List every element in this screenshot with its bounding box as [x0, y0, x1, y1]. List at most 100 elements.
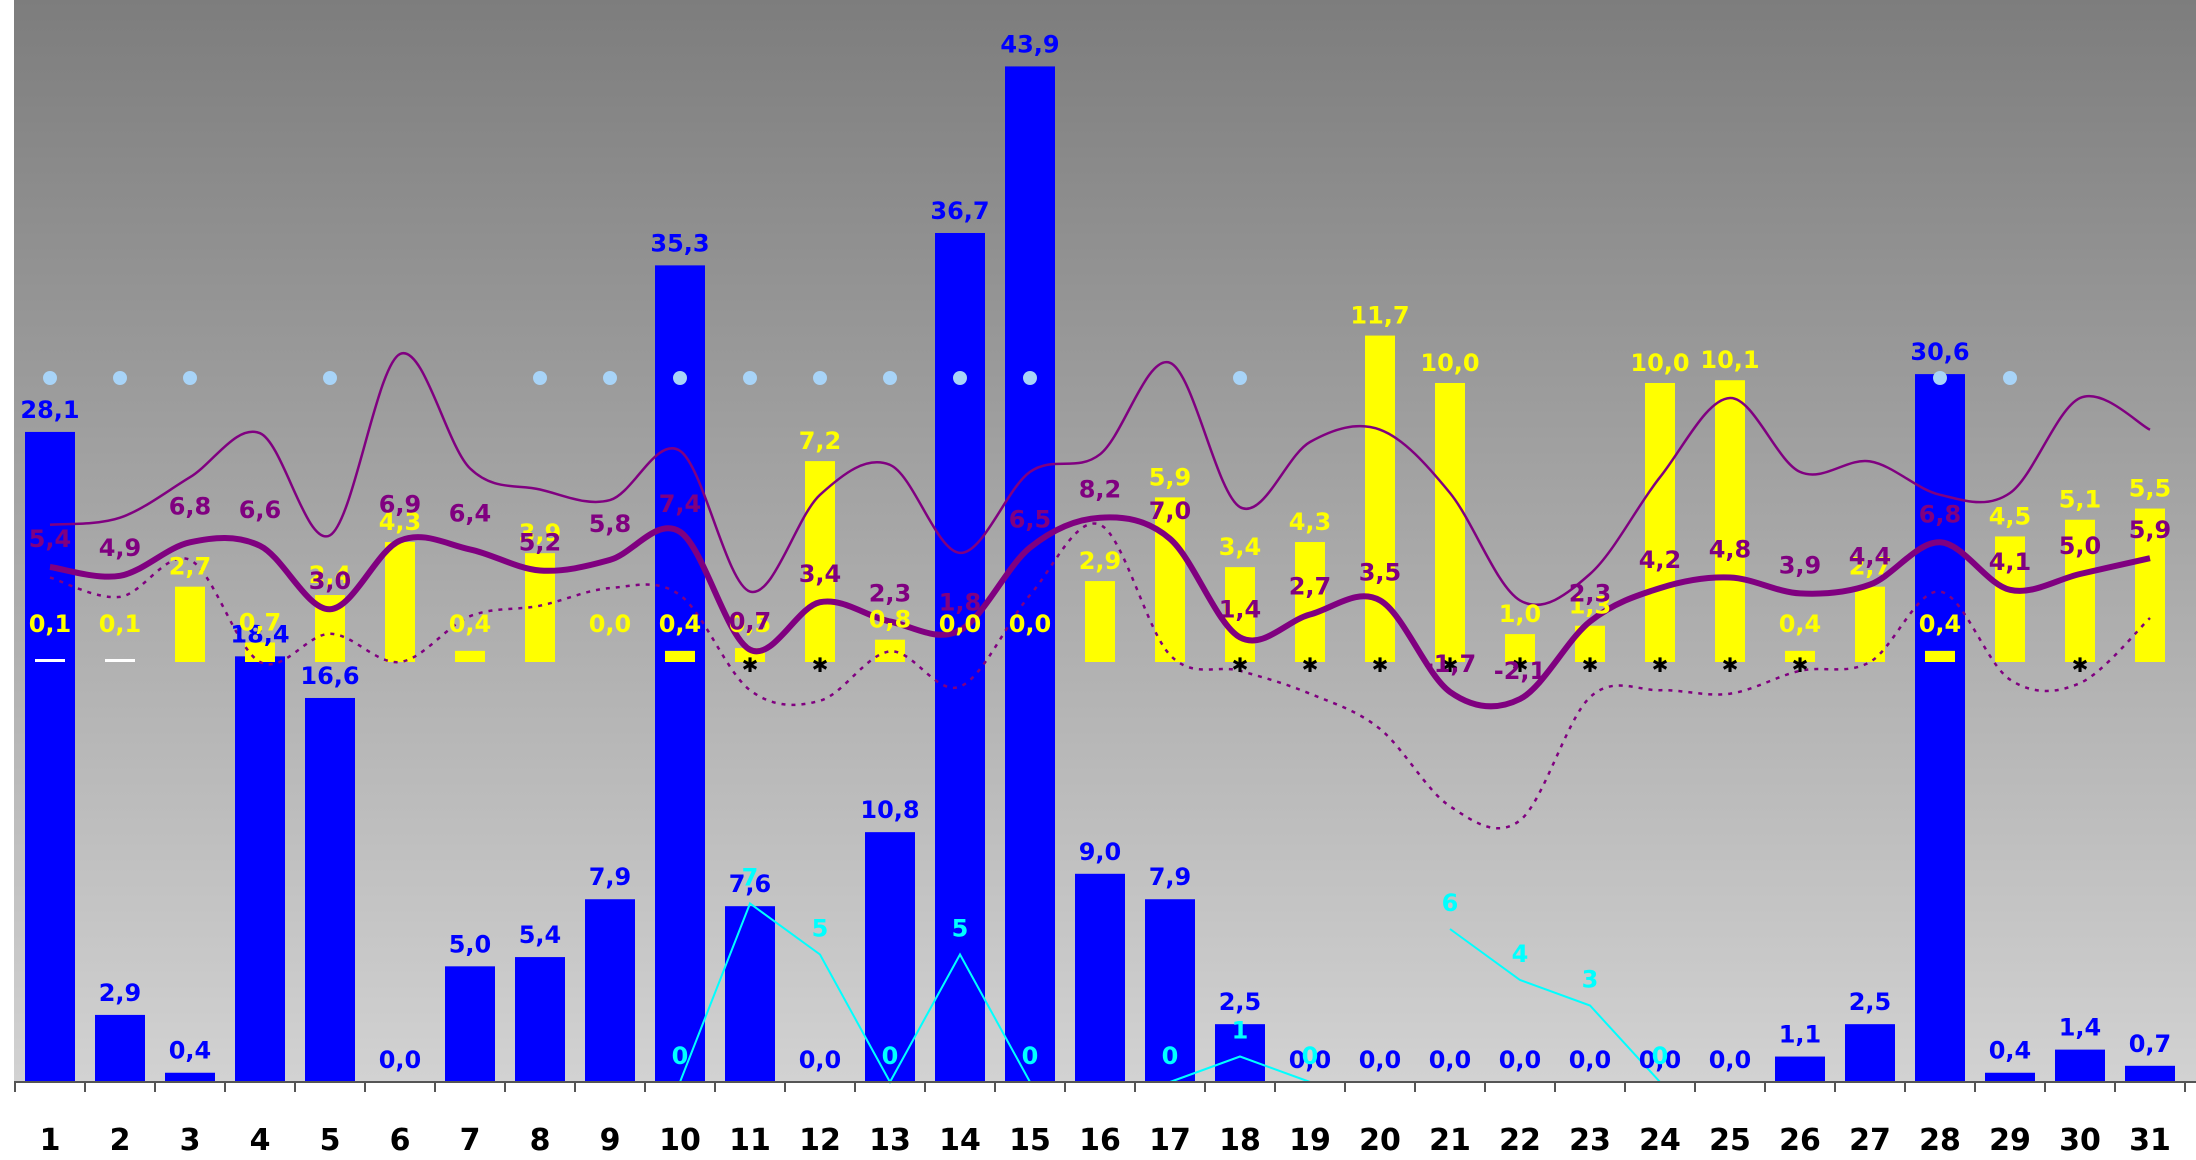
- precip-label: 1,1: [1779, 1021, 1822, 1049]
- tmean-label: 6,6: [239, 496, 282, 524]
- tmean-label: 7,4: [659, 490, 702, 518]
- tmean-label: 6,8: [1919, 500, 1962, 528]
- tmean-label: 5,4: [29, 525, 72, 553]
- sunshine-bar: [1435, 383, 1465, 662]
- tmean-label: 3,5: [1359, 558, 1402, 586]
- sunshine-bar: [105, 659, 135, 662]
- precip-label: 7,6: [729, 870, 772, 898]
- sunshine-label: 0,4: [659, 610, 702, 638]
- day-dot: [1023, 371, 1037, 385]
- tmean-label: 5,0: [2059, 532, 2102, 560]
- precip-label: 5,0: [449, 930, 492, 958]
- snow-label: 0: [1652, 1042, 1669, 1070]
- day-star: ✱: [742, 653, 759, 677]
- precip-label: 0,0: [379, 1046, 422, 1074]
- precip-bar: [655, 265, 705, 1082]
- precip-bar: [1145, 899, 1195, 1082]
- day-star: ✱: [1792, 653, 1809, 677]
- precip-label: 0,0: [1359, 1046, 1402, 1074]
- day-star: ✱: [1512, 653, 1529, 677]
- sunshine-bar: [1645, 383, 1675, 662]
- precip-label: 18,4: [230, 620, 289, 648]
- tmean-label: -2,1: [1494, 657, 1546, 685]
- temperature-lines: [49, 352, 2151, 830]
- sunshine-bar: [1225, 567, 1255, 662]
- sunshine-bar: [455, 650, 485, 662]
- x-tick-label: 14: [939, 1123, 981, 1158]
- tmean-label: 4,1: [1989, 548, 2032, 576]
- tmean-label: 3,9: [1779, 551, 1822, 579]
- precip-label: 0,0: [1499, 1046, 1542, 1074]
- day-star: ✱: [1652, 653, 1669, 677]
- sunshine-label: 11,7: [1350, 302, 1409, 330]
- sunshine-label: 0,1: [99, 610, 142, 638]
- sunshine-bar: [35, 659, 65, 662]
- x-tick-label: 3: [180, 1123, 201, 1158]
- tmean-label: 6,8: [169, 492, 212, 520]
- sunshine-label: 2,9: [1079, 547, 1122, 575]
- precip-bar: [1775, 1056, 1825, 1082]
- precipitation-bars: [25, 66, 2175, 1083]
- precip-label: 0,0: [1429, 1046, 1472, 1074]
- sunshine-label: 2,4: [309, 561, 352, 589]
- tmean-label: 2,3: [1569, 580, 1612, 608]
- sunshine-label: 3,9: [519, 519, 562, 547]
- precip-label: 0,0: [799, 1046, 842, 1074]
- tmean-label: 0,7: [729, 608, 772, 636]
- x-tick-label: 17: [1149, 1123, 1191, 1158]
- x-tick-label: 21: [1429, 1123, 1471, 1158]
- precip-label: 30,6: [1910, 338, 1969, 366]
- x-tick-label: 15: [1009, 1123, 1051, 1158]
- precip-label: 2,9: [99, 979, 142, 1007]
- day-star: ✱: [1442, 653, 1459, 677]
- snow-label: 0: [882, 1042, 899, 1070]
- sunshine-bar: [1295, 542, 1325, 662]
- sunshine-bar: [1505, 634, 1535, 662]
- day-dot: [183, 371, 197, 385]
- sunshine-label: 0,0: [939, 610, 982, 638]
- precip-bar: [235, 656, 285, 1082]
- snow-line-segment: [1169, 1055, 1311, 1083]
- tmean-label: 3,0: [309, 567, 352, 595]
- x-tick-label: 16: [1079, 1123, 1121, 1158]
- x-tick-label: 23: [1569, 1123, 1611, 1158]
- x-tick-label: 11: [729, 1123, 771, 1158]
- precip-bar: [865, 832, 915, 1082]
- sunshine-label: 4,3: [379, 508, 422, 536]
- sunshine-label: 10,0: [1420, 349, 1479, 377]
- value-labels: 28,12,90,418,416,60,05,0 5,47,935,37,60,0…: [20, 30, 2171, 1074]
- precip-label: 28,1: [20, 396, 79, 424]
- sunshine-bar: [1995, 536, 2025, 662]
- day-dot: [673, 371, 687, 385]
- precip-label: 16,6: [300, 662, 359, 690]
- snow-label: 0: [1302, 1042, 1319, 1070]
- day-dot: [743, 371, 757, 385]
- sunshine-label: 5,9: [1149, 463, 1192, 491]
- sunshine-label: 0,4: [1919, 610, 1962, 638]
- sunshine-label: 3,4: [1219, 533, 1262, 561]
- x-tick-label: 5: [320, 1123, 341, 1158]
- sunshine-label: 4,5: [1989, 502, 2032, 530]
- x-tick-label: 25: [1709, 1123, 1751, 1158]
- sunshine-label: 10,1: [1700, 346, 1759, 374]
- tmean-label: 5,2: [519, 528, 562, 556]
- precip-bar: [1985, 1072, 2035, 1082]
- sunshine-bar: [2065, 519, 2095, 662]
- sunshine-label: 4,3: [1289, 508, 1332, 536]
- sunshine-label: 0,7: [239, 608, 282, 636]
- x-tick-label: 20: [1359, 1123, 1401, 1158]
- x-tick-label: 19: [1289, 1123, 1331, 1158]
- precip-bar: [95, 1014, 145, 1082]
- day-star: ✱: [812, 653, 829, 677]
- tmean-label: 4,2: [1639, 546, 1682, 574]
- tmean-label: 4,8: [1709, 536, 1752, 564]
- precip-bar: [2125, 1065, 2175, 1082]
- sunshine-label: 10,0: [1630, 349, 1689, 377]
- precip-label: 2,5: [1219, 988, 1262, 1016]
- x-tick-label: 9: [600, 1123, 621, 1158]
- precip-label: 10,8: [860, 796, 919, 824]
- precip-bar: [1215, 1024, 1265, 1082]
- x-tick-label: 29: [1989, 1123, 2031, 1158]
- day-star: ✱: [1302, 653, 1319, 677]
- precip-label: 0,4: [1989, 1037, 2032, 1065]
